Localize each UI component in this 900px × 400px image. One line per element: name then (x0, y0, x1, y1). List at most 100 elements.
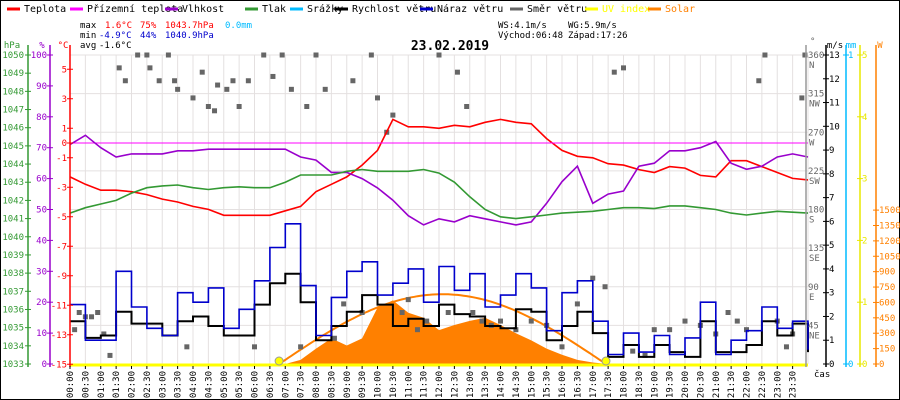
temp-axis-tick-label: -5 (56, 213, 67, 223)
x-axis-tick-label: 07:00 (281, 371, 291, 398)
w-axis-tick-label: 1200 (879, 237, 900, 247)
uv-index-point (274, 356, 284, 366)
pct-axis-tick-label: 100 (31, 51, 47, 61)
ms-axis-tick-label: 1 (829, 336, 834, 346)
dir-axis-tick-label: 90 (808, 283, 819, 293)
stats-ws: WS:4.1m/s (498, 21, 547, 31)
hpa-axis-tick-label: 1050 (2, 51, 24, 61)
legend-item-label: Teplota (24, 4, 66, 15)
wind-direction-point (89, 314, 95, 320)
wind-direction-point (559, 344, 565, 350)
hpa-axis-tick-label: 1042 (2, 196, 24, 206)
wind-direction-point (424, 318, 430, 324)
x-axis-tick-label: 04:30 (204, 371, 214, 398)
wind-direction-point (135, 52, 141, 58)
x-axis-tick-label: 16:30 (573, 371, 583, 398)
x-axis-tick-label: 06:30 (266, 371, 276, 398)
x-axis-tick-label: 02:00 (128, 371, 138, 398)
wind-direction-point (621, 65, 626, 71)
wind-direction-point (390, 112, 396, 118)
x-axis-tick-label: 14:30 (512, 371, 522, 398)
wind-direction-point (107, 352, 113, 358)
wind-direction-point (144, 52, 150, 58)
x-axis-tick-label: 14:00 (497, 371, 507, 398)
dir-axis-unit: ° (810, 37, 815, 47)
temp-axis-tick-label: -9 (56, 272, 67, 282)
ms-axis-tick-label: 8 (829, 170, 834, 180)
stats-avg-temp: -1.6°C (99, 41, 132, 51)
wind-direction-point (802, 52, 808, 58)
pct-axis-tick-label: 0 (42, 360, 47, 370)
wind-direction-point (734, 318, 740, 324)
hpa-axis-tick-label: 1033 (2, 360, 24, 370)
stats-max-temp: 1.6°C (105, 21, 132, 31)
dir-axis-tick-label: 45 (808, 321, 819, 331)
w-axis-tick-label: 900 (879, 268, 895, 278)
dir-axis-compass-label: NW (809, 100, 820, 110)
w-axis-tick-label: 750 (879, 283, 895, 293)
hpa-axis-tick-label: 1040 (2, 233, 24, 243)
hpa-axis-tick-label: 1047 (2, 106, 24, 116)
dir-axis-compass-label: SW (809, 177, 820, 187)
hpa-axis-tick-label: 1037 (2, 287, 24, 297)
hpa-axis-tick-label: 1041 (2, 215, 24, 225)
wind-direction-point (464, 104, 470, 109)
x-axis-tick-label: 03:00 (158, 371, 168, 398)
series-line-vlhkost (69, 134, 809, 226)
wind-direction-point (783, 344, 789, 350)
x-axis-tick-label: 10:00 (374, 371, 384, 398)
dir-axis-compass-label: SE (809, 254, 820, 264)
ms-axis-tick-label: 12 (829, 75, 840, 85)
ms-axis-tick-label: 6 (829, 217, 834, 227)
wind-direction-point (479, 318, 485, 324)
wind-direction-point (574, 301, 580, 307)
wind-direction-point (799, 95, 805, 101)
wind-direction-point (513, 327, 519, 333)
x-axis-tick-label: 21:00 (712, 371, 722, 398)
temp-axis-tick-label: -15 (51, 360, 67, 370)
temp-axis-tick-label: 0 (62, 139, 67, 149)
wind-direction-point (350, 78, 356, 84)
legend-item-label: Směr větru (527, 3, 587, 15)
x-axis-tick-label: 15:00 (527, 371, 537, 398)
series-layer (69, 52, 809, 367)
ms-axis-tick-label: 5 (829, 241, 834, 251)
hpa-axis-tick-label: 1036 (2, 305, 24, 315)
x-axis-tick-label: 13:00 (466, 371, 476, 398)
x-axis-tick-label: 09:30 (358, 371, 368, 398)
dir-axis-tick-label: 135 (808, 244, 824, 254)
wind-direction-point (236, 104, 242, 109)
x-axis-tick-label: 00:00 (66, 371, 76, 398)
mm-axis-unit: mm (846, 41, 857, 51)
dir-axis-compass-label: W (809, 138, 815, 148)
legend-item-label: Náraz větru (437, 3, 503, 15)
dir-axis-tick-label: 270 (808, 128, 824, 138)
wind-direction-point (304, 104, 310, 109)
wind-direction-point (72, 327, 78, 333)
stats-max-hum: 75% (140, 21, 157, 31)
wind-direction-point (288, 86, 294, 92)
x-axis-tick-label: 08:30 (327, 371, 337, 398)
pct-axis-tick-label: 90 (36, 82, 47, 92)
wind-direction-point (602, 284, 608, 290)
x-axis-tick-label: 13:30 (481, 371, 491, 398)
wind-direction-point (76, 310, 82, 315)
wind-direction-point (95, 310, 101, 315)
uv-axis-tick-label: 4 (862, 113, 867, 123)
wind-direction-point (322, 86, 328, 92)
wind-direction-point (165, 52, 171, 58)
ms-axis-tick-label: 2 (829, 312, 834, 322)
ms-axis-tick-label: 3 (829, 289, 834, 299)
series-line-náraz-větru (70, 223, 809, 356)
stats: max 1.6°C 75% 1043.7hPa 0.0mm min -4.9°C… (80, 21, 628, 51)
x-axis-tick-label: 22:30 (758, 371, 768, 398)
wind-direction-point (122, 78, 128, 84)
temp-axis-tick-label: -11 (51, 301, 67, 311)
legend-item-label: Rychlost větru (352, 3, 436, 15)
w-axis-tick-label: 600 (879, 298, 895, 308)
series-line-tlak (69, 168, 809, 220)
wind-direction-point (199, 69, 205, 75)
uv-axis-tick-label: 0 (862, 360, 867, 370)
dir-axis-tick-label: 315 (808, 90, 824, 100)
